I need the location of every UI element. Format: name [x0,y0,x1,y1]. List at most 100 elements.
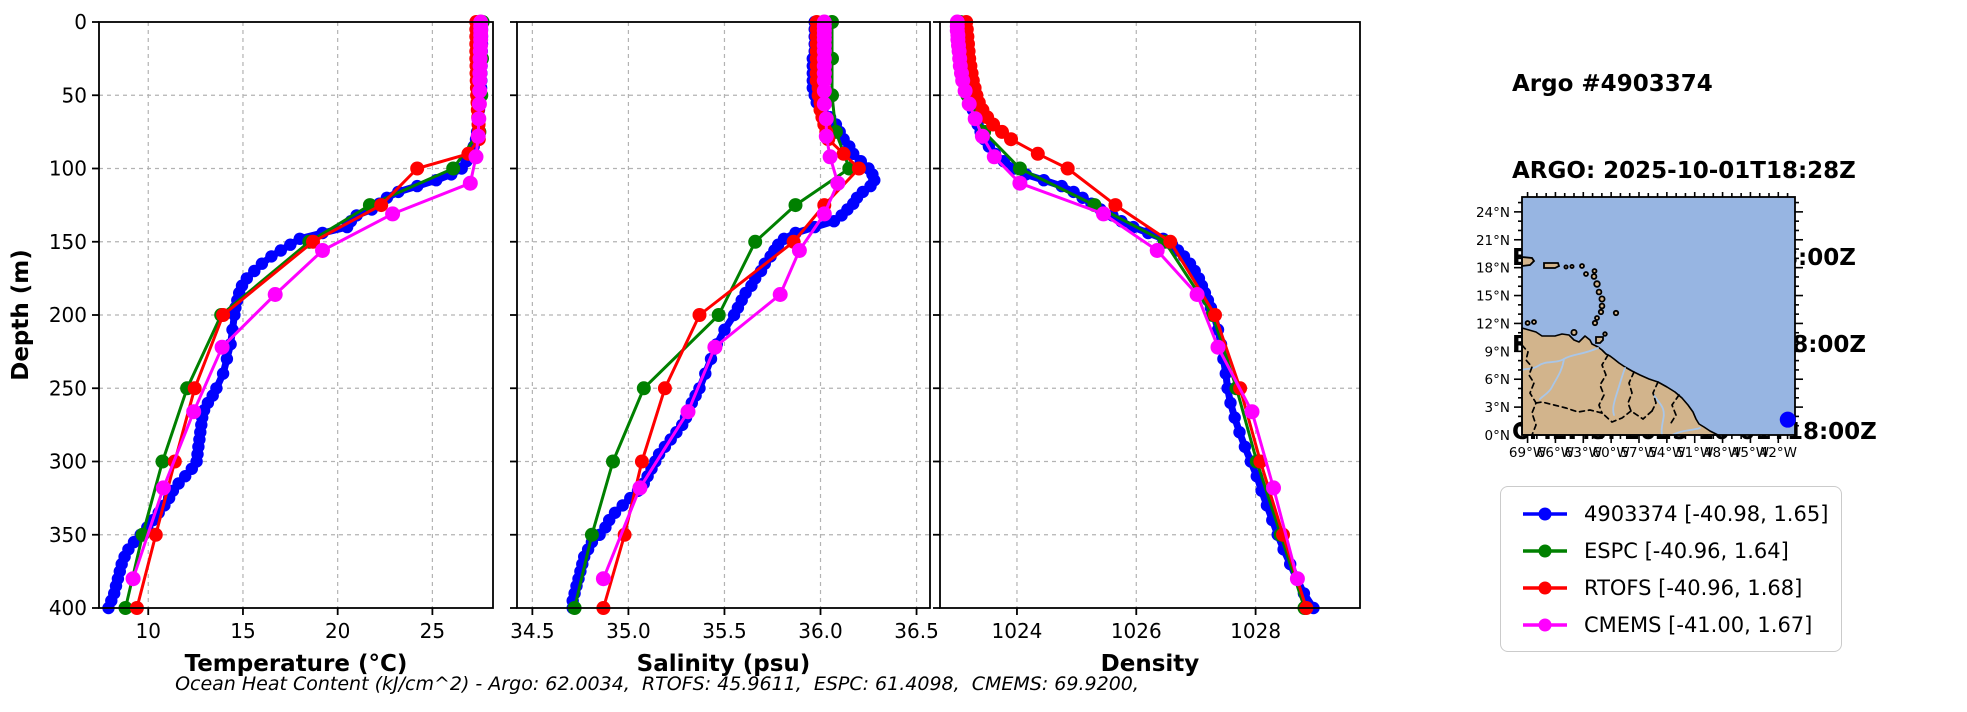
data-point-marker [274,244,287,257]
lon-tick-label: 63°W [1565,445,1602,461]
lat-tick-label: 12°N [1476,316,1510,332]
data-point-marker [186,404,202,420]
data-point-marker [220,352,234,366]
antilles-island [1591,268,1598,274]
data-point-marker [1233,426,1246,439]
country-border [1627,371,1635,412]
legend-label: CMEMS [-41.00, 1.67] [1584,612,1813,637]
data-point-marker [816,73,832,89]
lat-tick-label: 18°N [1476,261,1510,277]
data-point-marker [468,149,484,165]
data-point-marker [1149,243,1165,258]
x-tick-label: 10 [136,619,161,643]
data-point-marker [228,308,241,322]
data-point-marker [606,454,620,469]
data-point-marker [1004,132,1018,147]
lat-tick-label: 9°N [1485,344,1510,360]
country-border [1535,401,1603,414]
lon-tick-label: 60°W [1593,445,1630,461]
antilles-island [1579,263,1585,269]
data-point-marker [707,339,723,355]
data-point-marker [446,161,461,176]
antilles-island [1593,280,1601,288]
lat-tick-label: 6°N [1485,372,1510,388]
data-point-marker [472,73,488,89]
swatch-marker [1538,618,1552,631]
antilles-island [1591,319,1599,327]
legend-item-rtofs: RTOFS [-40.96, 1.68] [1521,569,1835,606]
data-point-marker [214,339,230,355]
data-point-marker [616,499,629,512]
data-point-marker [827,215,841,228]
lat-tick-label: 3°N [1485,400,1510,416]
x-tick-label: 1024 [992,619,1043,643]
espc-swatch-icon [1523,544,1567,557]
map-frame [1521,196,1796,436]
legend-item-cmems: CMEMS [-41.00, 1.67] [1521,606,1835,643]
data-point-marker [385,206,401,222]
x-tick-label: 35.0 [606,619,651,643]
country-border [1630,410,1653,421]
data-point-marker [472,83,488,99]
data-point-marker [216,308,231,322]
country-border [1601,410,1632,423]
data-point-marker [680,404,696,420]
x-tick-label: 25 [420,619,445,643]
land-features [1521,256,1719,436]
data-point-marker [470,128,486,144]
data-point-marker [216,367,230,380]
legend-item-espc: ESPC [-40.96, 1.64] [1521,532,1835,569]
profile-charts: 10 15 20 25050100150200250300350400Temperat… [8,10,1361,677]
data-point-marker [818,111,834,127]
data-point-marker [1163,234,1178,249]
river [1671,427,1701,436]
data-point-marker [471,96,487,112]
data-point-marker [306,234,320,249]
country-border [1670,394,1680,424]
data-point-marker [974,128,990,144]
data-point-marker [155,454,170,469]
data-point-marker [1238,440,1252,453]
x-tick-label: 15 [230,619,255,643]
antilles-island [1570,328,1578,336]
x-tick-label: 35.5 [702,619,747,643]
data-point-marker [125,571,141,587]
legend-label: RTOFS [-40.96, 1.68] [1584,575,1803,600]
antilles-island [1598,295,1606,303]
depth-tick-label: 50 [62,83,87,107]
x-tick-label: 1028 [1230,619,1281,643]
depth-tick-label: 250 [49,376,87,400]
data-point-marker [847,147,860,160]
legend-item-argo: 4903374 [-40.98, 1.65] [1521,495,1835,532]
data-point-marker [265,250,278,263]
data-point-marker [267,287,283,302]
data-point-marker [830,175,846,191]
data-point-marker [284,238,297,251]
data-point-marker [788,198,803,213]
country-border [1651,381,1659,412]
legend-label: ESPC [-40.96, 1.64] [1584,538,1789,563]
antilles-island [1602,331,1608,337]
argo-timestamp: ARGO: 2025-10-01T18:28Z [1512,158,1856,184]
data-point-marker [657,381,672,396]
cmems-swatch-icon [1523,618,1567,631]
antilles-island [1597,308,1605,316]
data-point-marker [410,161,425,176]
lat-tick-label: 0°N [1485,428,1510,444]
x-tick-label: 34.5 [510,619,555,643]
depth-tick-label: 400 [49,596,87,620]
country-border [1521,344,1537,436]
density-axis-label: Density [1101,651,1200,677]
data-point-marker [1012,161,1027,176]
data-point-marker [1108,198,1123,213]
antilles-island [1524,320,1531,326]
data-point-marker [967,111,983,127]
data-point-marker [748,234,763,249]
density-chart: 1024 1026 1028 Density [933,14,1361,677]
river [1521,347,1599,371]
depth-tick-label: 300 [49,450,87,474]
data-point-marker [1030,146,1045,161]
data-point-marker [584,527,599,542]
antilles-island [1590,273,1598,280]
